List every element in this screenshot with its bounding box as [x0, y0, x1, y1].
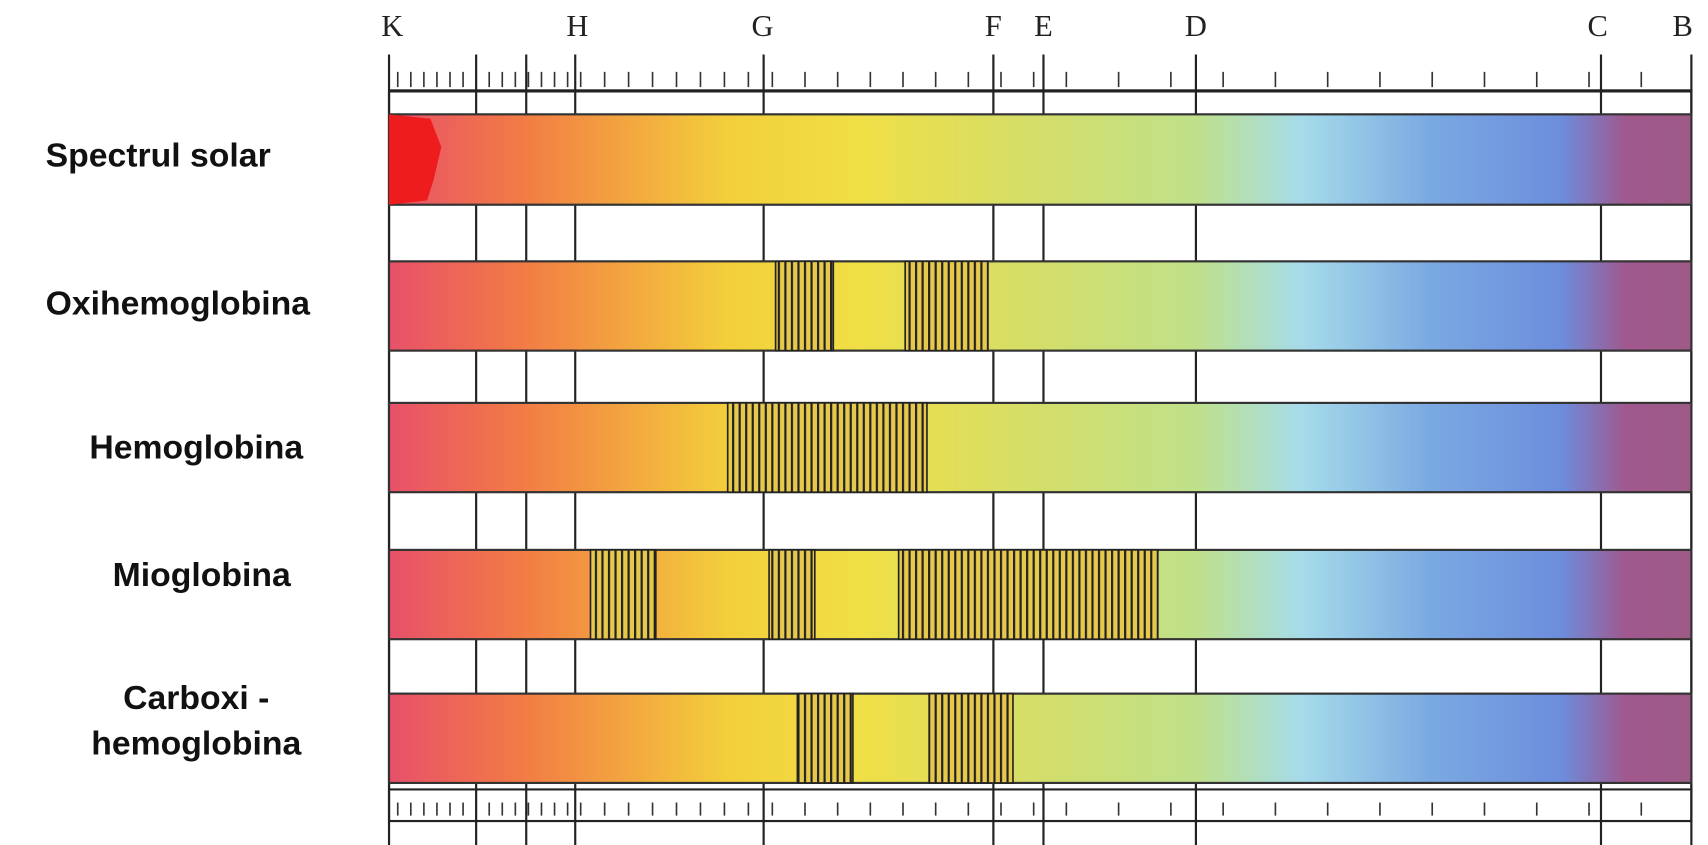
line-label: B — [1673, 9, 1693, 43]
row-label: hemoglobina — [91, 725, 301, 763]
line-label: K — [381, 9, 403, 43]
spectrum-band — [389, 114, 1691, 204]
row-label: Spectrul solar — [46, 137, 271, 175]
row-label: Hemoglobina — [89, 428, 303, 466]
absorption-band — [590, 550, 655, 639]
row-label: Carboxi - — [123, 679, 269, 717]
line-label: G — [752, 9, 774, 43]
spectrum-band — [389, 261, 1691, 350]
spectrum-band — [389, 403, 1691, 492]
spectra-diagram: Spectrul solar Oxihemoglobina Hemoglobina M… — [0, 0, 1708, 845]
line-label: H — [566, 9, 588, 43]
absorption-band — [797, 694, 853, 783]
absorption-band — [728, 403, 927, 492]
line-label: E — [1034, 9, 1053, 43]
absorption-band — [769, 550, 815, 639]
page: {"lines": [{"label": "K"}, {"label": "H"… — [0, 0, 1708, 845]
absorption-band — [899, 550, 1158, 639]
row-label: Mioglobina — [113, 556, 291, 594]
row-label: Oxihemoglobina — [46, 285, 311, 323]
line-label: D — [1185, 9, 1207, 43]
line-label: F — [985, 9, 1002, 43]
absorption-band — [905, 261, 988, 350]
absorption-band — [776, 261, 834, 350]
spectrum-band — [389, 694, 1691, 783]
line-label: C — [1588, 9, 1608, 43]
absorption-band — [929, 694, 1013, 783]
